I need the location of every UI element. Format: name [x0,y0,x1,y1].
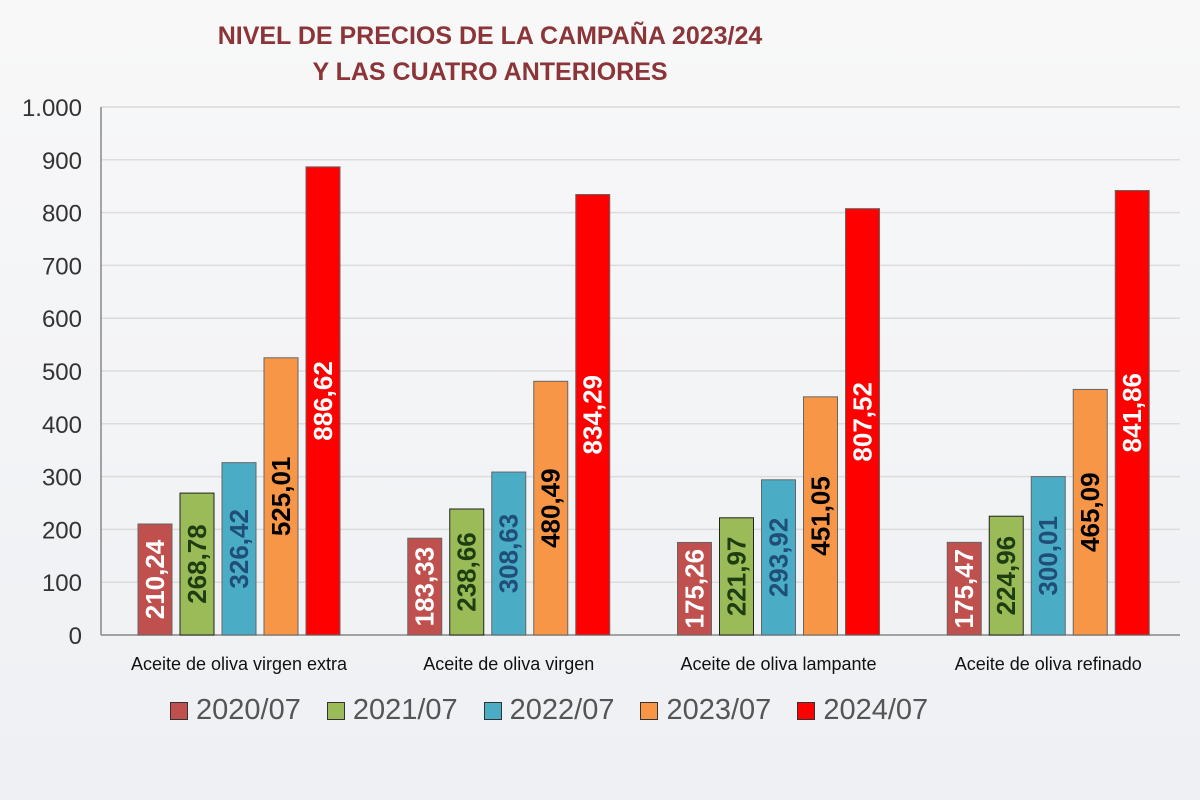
bar [719,517,754,636]
bar [761,479,796,636]
bar [491,471,527,636]
y-tick-label: 500 [42,359,82,386]
bar [677,541,712,636]
x-category-label: Aceite de oliva virgen [423,654,594,674]
bar [988,515,1024,636]
bar [137,523,173,636]
legend-label: 2020/07 [196,694,301,726]
legend-label: 2024/07 [823,694,929,726]
bar [946,541,982,636]
data-label: 326,42 [224,509,254,589]
data-label: 451,05 [806,476,836,556]
legend-swatch [326,701,345,720]
x-category-label: Aceite de oliva refinado [955,654,1142,674]
y-tick-label: 1.000 [22,95,82,122]
bar [1030,476,1066,636]
bar [179,492,215,636]
bar [1072,388,1108,636]
data-label: 308,63 [494,514,524,594]
y-tick-label: 0 [69,623,82,650]
legend-swatch [483,701,502,720]
y-tick-label: 800 [42,201,82,228]
data-label: 807,52 [848,382,878,462]
y-tick-label: 600 [42,306,82,333]
x-category-label: Aceite de oliva virgen extra [131,654,348,674]
data-label: 834,29 [578,375,608,455]
bar [575,193,611,636]
data-label: 175,47 [949,549,979,629]
data-label: 221,97 [722,537,752,617]
bar [533,380,569,636]
data-label: 300,01 [1033,516,1063,596]
x-category-label: Aceite de oliva lampante [680,654,876,674]
data-label: 293,92 [764,518,794,598]
legend-item: 2023/07 [640,694,771,727]
data-label: 183,33 [410,547,440,627]
legend-label: 2023/07 [666,694,772,726]
legend-swatch [797,701,816,720]
data-label: 841,86 [1117,373,1147,453]
y-tick-label: 700 [42,253,82,280]
data-label: 465,09 [1075,472,1105,552]
data-label: 268,78 [182,524,212,604]
legend-swatch [640,701,659,720]
data-label: 224,96 [991,536,1021,616]
bar [407,537,443,636]
data-label: 238,66 [452,532,482,612]
data-label: 175,26 [680,549,710,629]
legend-item: 2020/07 [170,694,301,727]
bar [263,357,299,636]
y-tick-label: 900 [42,148,82,175]
bar [845,208,880,636]
legend: 2020/07 2021/07 2022/07 2023/07 2024/07 [170,694,928,727]
legend-label: 2022/07 [509,694,615,726]
legend-item: 2024/07 [797,694,928,727]
y-tick-label: 100 [42,570,82,597]
legend-swatch [170,701,188,720]
data-label: 480,49 [536,468,566,548]
y-tick-label: 400 [42,412,82,439]
y-tick-label: 200 [42,517,82,544]
data-label: 525,01 [266,457,296,537]
bar [221,462,257,636]
chart-title-line2: Y LAS CUATRO ANTERIORES [312,58,668,86]
legend-item: 2021/07 [326,694,458,727]
bar [803,396,838,636]
y-tick-label: 300 [42,465,82,492]
bar [449,508,485,636]
data-label: 210,24 [140,539,170,619]
data-label: 886,62 [308,361,338,441]
legend-item: 2022/07 [483,694,615,727]
bar [1114,189,1150,636]
bar [305,166,341,636]
legend-label: 2021/07 [352,694,458,726]
chart-title-line1: NIVEL DE PRECIOS DE LA CAMPAÑA 2023/24 [217,22,763,50]
